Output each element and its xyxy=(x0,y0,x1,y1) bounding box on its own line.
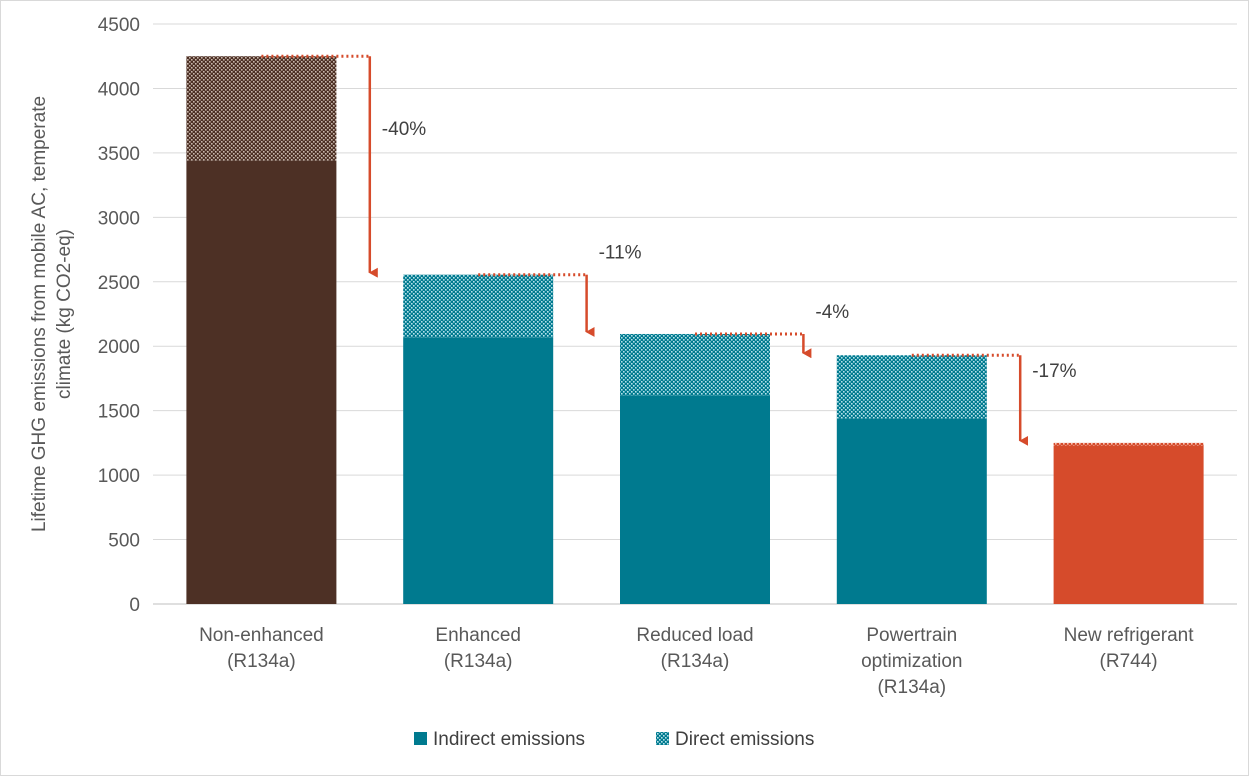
legend: Indirect emissions Direct emissions xyxy=(414,729,814,750)
bar-direct-emissions xyxy=(186,56,337,161)
bar-indirect-emissions xyxy=(1053,445,1204,604)
y-tick-label: 0 xyxy=(129,595,140,616)
category-label: Powertrain optimization (R134a) xyxy=(861,625,962,698)
category-label: Enhanced (R134a) xyxy=(435,625,521,672)
y-tick-label: 2500 xyxy=(98,273,140,294)
legend-label-direct: Direct emissions xyxy=(675,729,814,750)
bar-indirect-emissions xyxy=(620,395,770,604)
y-tick-label: 1500 xyxy=(98,402,140,423)
reduction-annotations: -40% -11% -4% -17% xyxy=(261,54,1077,446)
category-label: New refrigerant (R744) xyxy=(1064,625,1195,672)
x-axis-categories: Non-enhanced (R134a) Enhanced (R134a) Reduce… xyxy=(199,625,1194,698)
reduction-label: -40% xyxy=(382,119,426,140)
y-tick-label: 3500 xyxy=(98,144,140,165)
y-axis-label: Lifetime GHG emissions from mobile AC, t… xyxy=(29,96,75,532)
bar-direct-emissions xyxy=(403,274,554,338)
bar-indirect-emissions xyxy=(403,337,554,604)
y-tick-label: 3000 xyxy=(98,208,140,229)
reduction-label: -17% xyxy=(1032,361,1076,382)
y-tick-label: 4500 xyxy=(98,15,140,36)
legend-swatch-direct xyxy=(656,732,669,745)
y-tick-label: 1000 xyxy=(98,466,140,487)
bar-direct-emissions xyxy=(620,333,770,396)
y-tick-label: 500 xyxy=(108,531,140,552)
category-label: Non-enhanced (R134a) xyxy=(199,625,324,672)
bars xyxy=(186,56,1204,604)
category-label: Reduced load (R134a) xyxy=(636,625,753,672)
bar-direct-emissions xyxy=(1053,442,1204,446)
legend-label-indirect: Indirect emissions xyxy=(433,729,585,750)
bar-indirect-emissions xyxy=(836,418,987,604)
bar-direct-emissions xyxy=(836,355,987,419)
y-tick-label: 4000 xyxy=(98,79,140,100)
bar-indirect-emissions xyxy=(186,160,337,604)
reduction-label: -4% xyxy=(815,302,849,323)
y-axis-ticks: 0 500 1000 1500 2000 2500 3000 3500 4000 4500 xyxy=(98,15,140,616)
reduction-label: -11% xyxy=(599,243,642,264)
y-tick-label: 2000 xyxy=(98,337,140,358)
legend-swatch-indirect xyxy=(414,732,427,745)
